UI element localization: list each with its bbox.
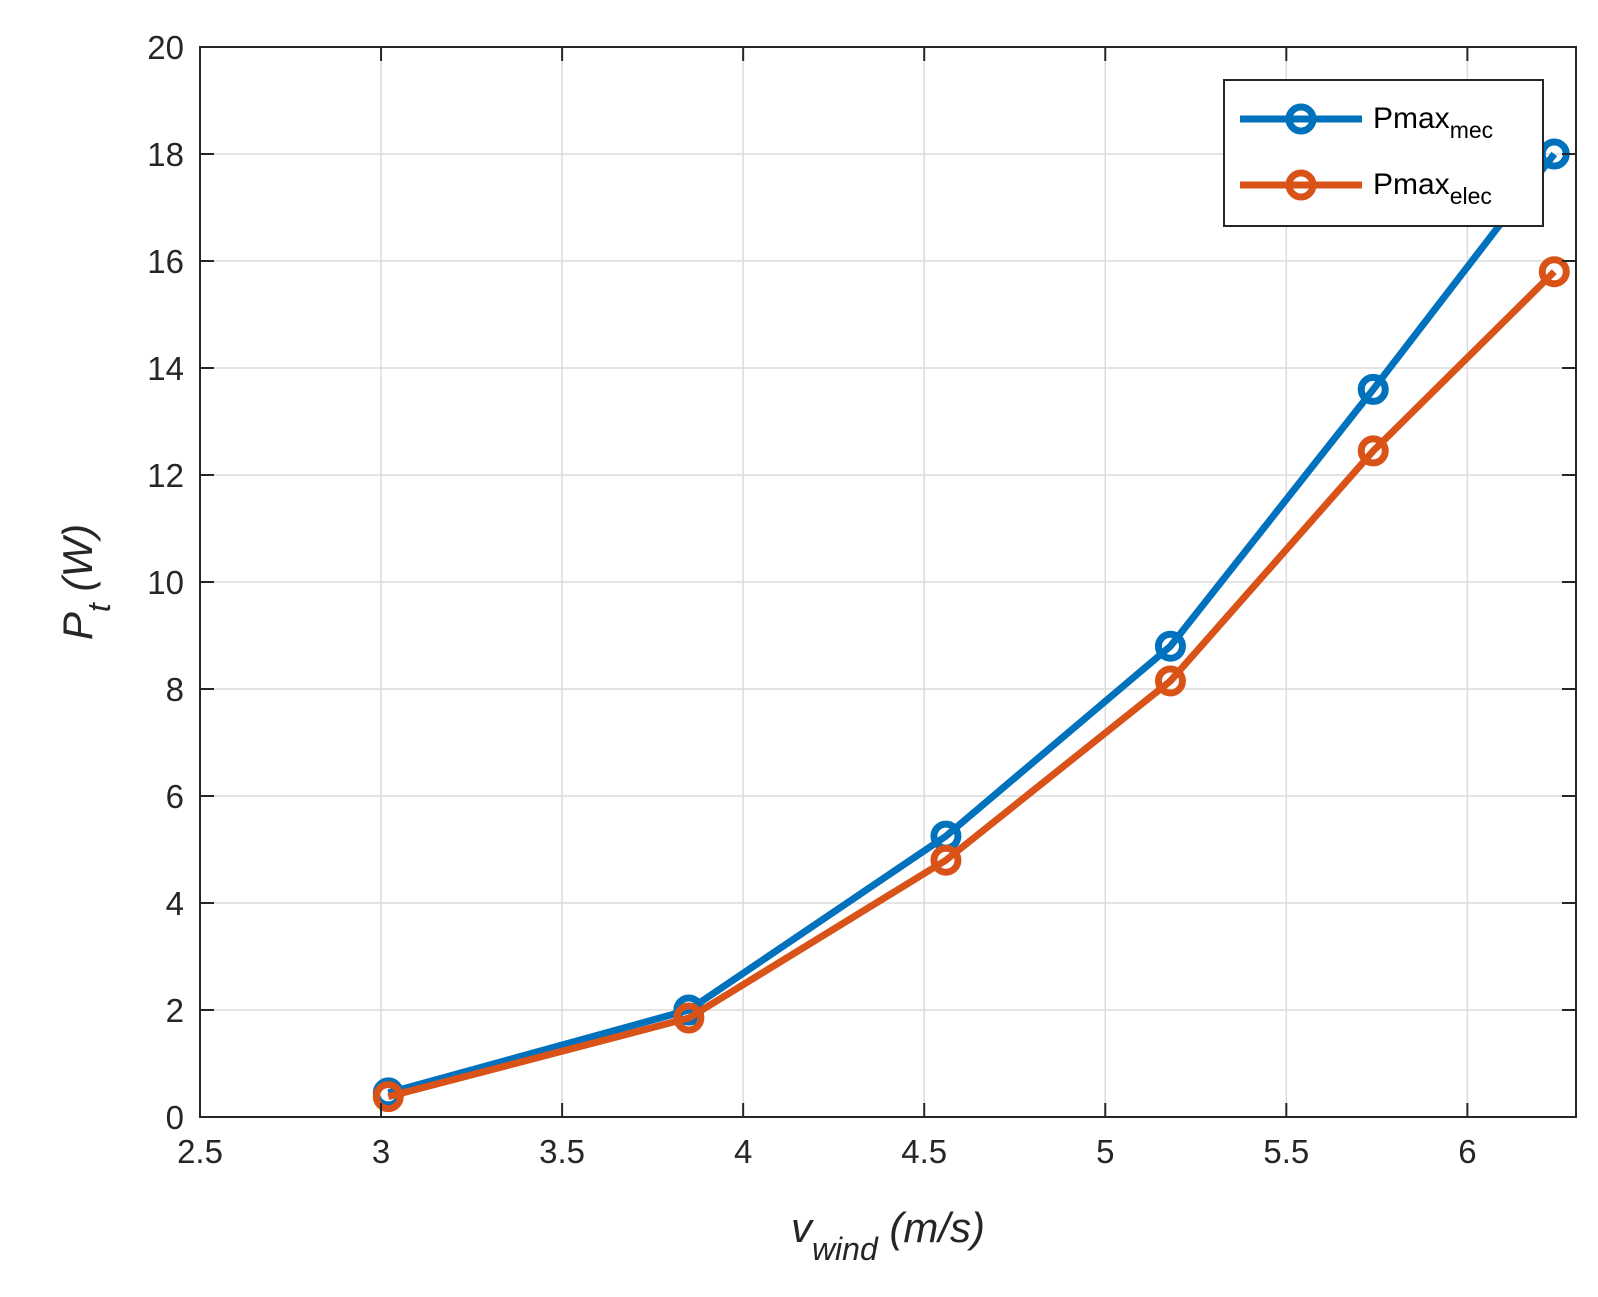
legend-marker-mec [1285, 103, 1317, 135]
legend-label-mec: Pmaxmec [1373, 102, 1493, 143]
x-tick-label: 4.5 [901, 1133, 947, 1170]
x-tick-label: 3 [372, 1133, 390, 1170]
data-point-elec [673, 1002, 705, 1034]
data-point-mec [1357, 373, 1389, 405]
y-tick-label: 10 [147, 564, 184, 601]
data-point-elec [930, 844, 962, 876]
series-line-mec [387, 151, 1558, 1097]
data-point-elec [1538, 256, 1570, 288]
legend-label-elec: Pmaxelec [1373, 168, 1492, 209]
legend-box [1223, 79, 1544, 227]
legend-marker-elec [1285, 169, 1317, 201]
data-point-mec [1154, 630, 1186, 662]
data-point-elec [1154, 665, 1186, 697]
y-tick-label: 12 [147, 457, 184, 494]
tick-labels: 2.5 3 3.5 4 4.5 5 5.5 6 0 2 4 6 8 10 12 14 16 18 20 [147, 29, 1476, 1170]
legend: Pmaxmec Pmaxelec [1223, 79, 1544, 227]
x-tick-label: 4 [734, 1133, 752, 1170]
data-point-elec [1357, 435, 1389, 467]
x-axis-label-sub: wind [812, 1231, 879, 1267]
x-axis-label-main: v [791, 1204, 815, 1251]
y-axis-label-sub: t [81, 602, 117, 612]
y-axis-label-units: (W) [54, 524, 101, 603]
x-tick-label: 5 [1096, 1133, 1114, 1170]
x-tick-label: 5.5 [1263, 1133, 1309, 1170]
x-axis-label-units: (m/s) [878, 1204, 985, 1251]
y-tick-label: 6 [166, 778, 184, 815]
x-tick-label: 6 [1458, 1133, 1476, 1170]
y-axis-label: Pt (W) [54, 524, 117, 640]
x-tick-label: 2.5 [177, 1133, 223, 1170]
data-point-elec [372, 1081, 404, 1113]
y-tick-label: 18 [147, 136, 184, 173]
series-line-elec [387, 269, 1557, 1101]
y-tick-label: 16 [147, 243, 184, 280]
x-axis-label: vwind (m/s) [791, 1204, 985, 1267]
y-tick-label: 14 [147, 350, 184, 387]
tick-marks [199, 46, 1576, 1118]
y-tick-label: 0 [166, 1099, 184, 1136]
series-layer [372, 138, 1570, 1113]
y-tick-label: 4 [166, 885, 184, 922]
y-tick-label: 8 [166, 671, 184, 708]
x-tick-label: 3.5 [539, 1133, 585, 1170]
y-tick-label: 20 [147, 29, 184, 66]
y-axis-label-main: P [54, 612, 101, 640]
y-tick-label: 2 [166, 992, 184, 1029]
